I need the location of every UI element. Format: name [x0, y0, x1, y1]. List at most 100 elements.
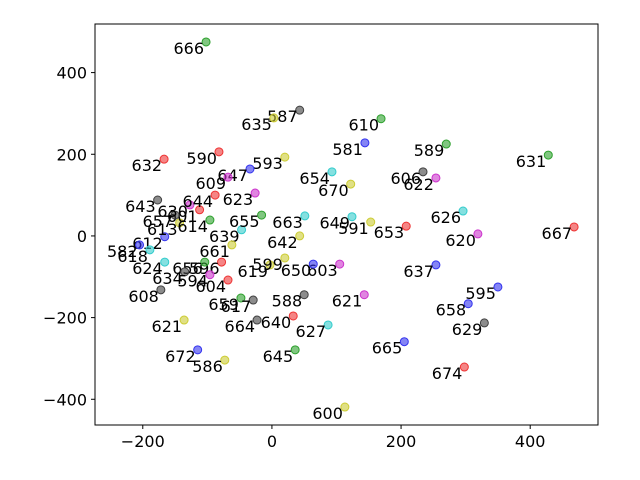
point-label: 608: [128, 287, 159, 306]
point-label: 622: [403, 175, 434, 194]
point: [170, 210, 180, 220]
plot-frame: [94, 23, 599, 426]
point: [479, 318, 489, 328]
x-tick-label: 400: [515, 432, 546, 451]
point: [431, 173, 441, 183]
point-label: 610: [348, 116, 379, 135]
point: [175, 218, 185, 228]
point: [145, 245, 155, 255]
point: [335, 259, 345, 269]
point: [401, 221, 411, 231]
point-label: 623: [223, 190, 254, 209]
point: [295, 105, 305, 115]
point: [459, 362, 469, 372]
point: [269, 113, 279, 123]
point-label: 599: [252, 255, 283, 274]
point: [159, 154, 169, 164]
point: [252, 315, 262, 325]
point: [248, 295, 258, 305]
point-label: 654: [299, 169, 330, 188]
point: [366, 217, 376, 227]
point: [360, 138, 370, 148]
point-label: 630: [157, 202, 188, 221]
y-tick-label: −400: [43, 390, 87, 409]
point-label: 635: [241, 115, 272, 134]
point-label: 665: [372, 339, 403, 358]
x-tick-label: −200: [121, 432, 165, 451]
point: [200, 257, 210, 267]
y-tick-label: −200: [43, 309, 87, 328]
y-tick-label: 0: [77, 227, 87, 246]
point-label: 621: [152, 317, 183, 336]
point-label: 642: [267, 233, 298, 252]
point: [441, 139, 451, 149]
point-label: 645: [263, 347, 294, 366]
point: [210, 190, 220, 200]
point: [473, 229, 483, 239]
point-label: 609: [195, 174, 226, 193]
point: [227, 240, 237, 250]
point-label: 670: [318, 181, 349, 200]
point-label: 637: [403, 262, 434, 281]
point: [223, 172, 233, 182]
point: [245, 164, 255, 174]
point: [135, 240, 145, 250]
x-tick-label: 0: [267, 432, 277, 451]
point: [156, 285, 166, 295]
point: [160, 257, 170, 267]
point: [201, 37, 211, 47]
point-label: 624: [132, 259, 163, 278]
point: [340, 402, 350, 412]
point: [418, 167, 428, 177]
point: [180, 267, 190, 277]
point: [223, 275, 233, 285]
point-label: 657: [143, 212, 174, 231]
point-label: 590: [186, 149, 217, 168]
point-label: 631: [516, 152, 547, 171]
point-label: 613: [147, 220, 178, 239]
point: [280, 253, 290, 263]
point-label: 600: [312, 404, 343, 423]
point-label: 634: [152, 269, 183, 288]
x-tick-label: 200: [386, 432, 417, 451]
point-label: 594: [177, 272, 208, 291]
point-label: 659: [208, 295, 239, 314]
point: [205, 270, 215, 280]
point: [399, 337, 409, 347]
point-label: 655: [229, 212, 260, 231]
point-label: 586: [192, 357, 223, 376]
point-label: 632: [132, 156, 163, 175]
point-label: 661: [199, 242, 230, 261]
point: [346, 179, 356, 189]
point: [160, 232, 170, 242]
point-label: 664: [225, 317, 256, 336]
point-label: 606: [390, 169, 421, 188]
point-label: 653: [374, 223, 405, 242]
point-label: 672: [165, 347, 196, 366]
point-label: 581: [332, 140, 363, 159]
point-label: 666: [174, 39, 205, 58]
point: [323, 320, 333, 330]
point: [359, 290, 369, 300]
point-label: 588: [272, 292, 303, 311]
point-label: 667: [542, 224, 573, 243]
point-label: 614: [177, 217, 208, 236]
point: [205, 215, 215, 225]
point: [347, 212, 357, 222]
point: [217, 257, 227, 267]
point-label: 591: [338, 219, 369, 238]
point-label: 619: [237, 262, 268, 281]
point-label: 650: [281, 261, 312, 280]
point: [280, 152, 290, 162]
point-label: 626: [431, 208, 462, 227]
y-tick-label: 400: [56, 64, 87, 83]
point: [185, 200, 195, 210]
point: [237, 225, 247, 235]
point-label: 582: [107, 242, 138, 261]
point-label: 640: [261, 313, 292, 332]
point: [290, 345, 300, 355]
point: [214, 147, 224, 157]
point: [288, 311, 298, 321]
point: [543, 150, 553, 160]
